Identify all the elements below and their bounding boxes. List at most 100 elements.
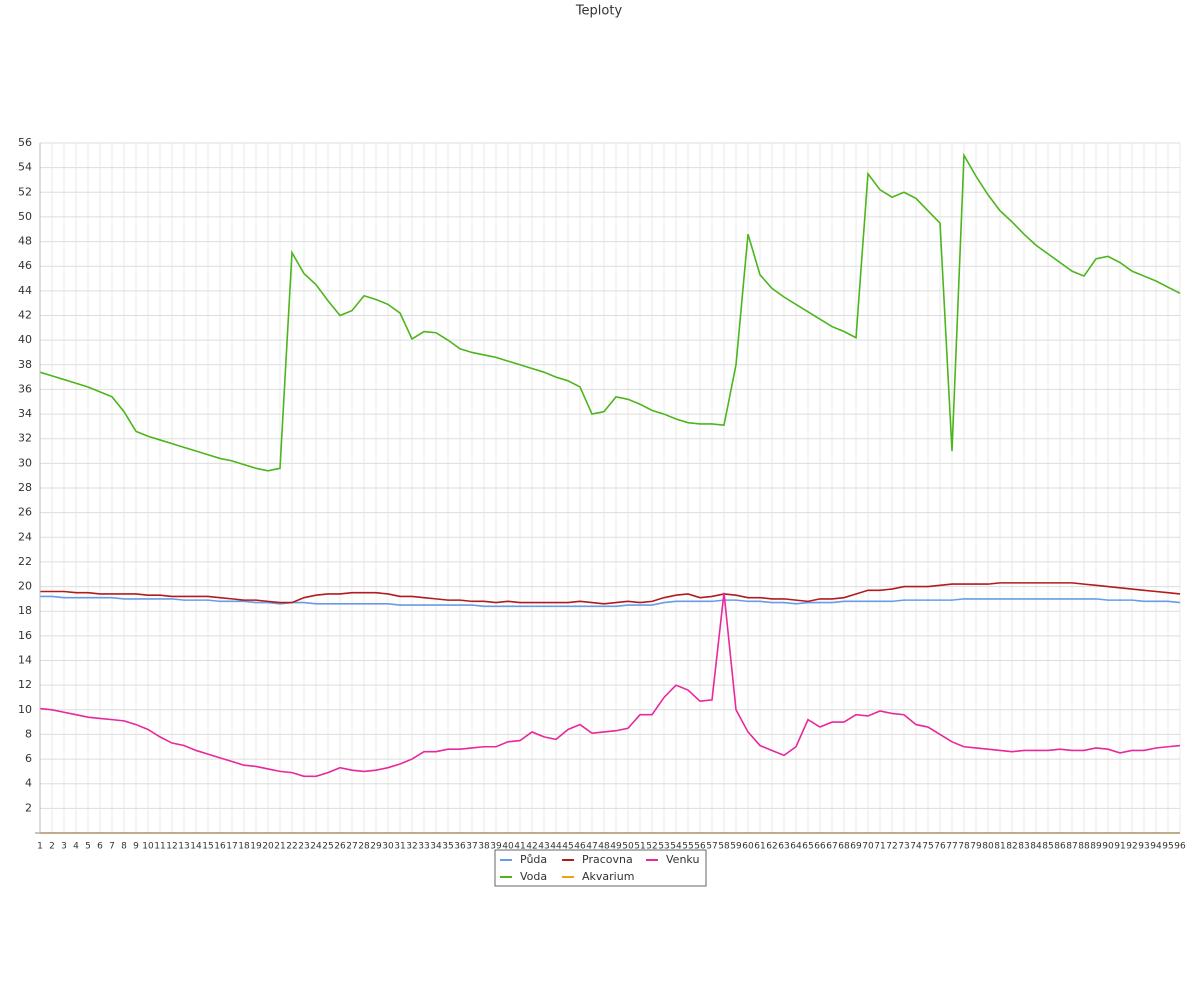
y-tick-label: 10 (18, 703, 32, 716)
x-tick-label: 41 (514, 842, 525, 852)
x-tick-label: 63 (778, 842, 789, 852)
x-tick-label: 55 (682, 842, 693, 852)
y-tick-label: 12 (18, 678, 32, 691)
x-tick-label: 80 (982, 842, 994, 852)
x-tick-label: 78 (958, 842, 970, 852)
x-tick-label: 3 (61, 842, 67, 852)
x-tick-label: 49 (610, 842, 622, 852)
y-tick-label: 28 (18, 481, 32, 494)
x-tick-label: 74 (910, 842, 922, 852)
x-tick-label: 85 (1042, 842, 1053, 852)
x-tick-label: 23 (298, 842, 309, 852)
x-tick-label: 67 (826, 842, 837, 852)
y-tick-label: 40 (18, 333, 32, 346)
y-tick-label: 30 (18, 456, 32, 469)
x-tick-label: 19 (250, 842, 262, 852)
x-tick-label: 44 (550, 842, 562, 852)
y-tick-label: 56 (18, 136, 32, 149)
x-tick-label: 88 (1078, 842, 1090, 852)
x-tick-label: 33 (418, 842, 429, 852)
x-tick-label: 81 (994, 842, 1005, 852)
x-tick-label: 52 (646, 842, 657, 852)
y-tick-label: 46 (18, 259, 32, 272)
legend-label: Akvarium (582, 870, 634, 883)
x-tick-label: 75 (922, 842, 933, 852)
x-tick-label: 39 (490, 842, 502, 852)
x-tick-label: 83 (1018, 842, 1029, 852)
x-tick-label: 59 (730, 842, 742, 852)
x-tick-label: 34 (430, 842, 442, 852)
y-tick-label: 50 (18, 210, 32, 223)
x-tick-label: 37 (466, 842, 477, 852)
legend-box (494, 849, 707, 887)
x-tick-label: 4 (73, 842, 79, 852)
x-tick-label: 87 (1066, 842, 1077, 852)
x-tick-label: 53 (658, 842, 669, 852)
y-tick-label: 44 (18, 284, 32, 297)
y-tick-label: 8 (25, 727, 32, 740)
y-tick-label: 20 (18, 580, 32, 593)
x-tick-label: 18 (238, 842, 250, 852)
x-tick-label: 38 (478, 842, 490, 852)
x-tick-label: 40 (502, 842, 514, 852)
x-tick-label: 69 (850, 842, 862, 852)
x-tick-label: 51 (634, 842, 645, 852)
x-tick-label: 2 (49, 842, 55, 852)
y-tick-label: 54 (18, 161, 32, 174)
x-tick-label: 64 (790, 842, 802, 852)
x-tick-label: 7 (109, 842, 115, 852)
chart-title: Teploty (575, 4, 623, 19)
x-tick-label: 6 (97, 842, 103, 852)
x-tick-label: 24 (310, 842, 322, 852)
x-tick-label: 62 (766, 842, 777, 852)
x-tick-label: 20 (262, 842, 274, 852)
x-tick-label: 84 (1030, 842, 1042, 852)
x-tick-label: 42 (526, 842, 537, 852)
x-tick-label: 50 (622, 842, 634, 852)
y-tick-label: 6 (25, 752, 32, 765)
legend-label: Voda (520, 870, 547, 883)
x-tick-label: 79 (970, 842, 982, 852)
legend-label: Půda (520, 853, 547, 866)
y-tick-label: 38 (18, 358, 32, 371)
series-line (40, 582, 1181, 605)
x-tick-label: 13 (178, 842, 189, 852)
x-tick-label: 16 (214, 842, 226, 852)
x-tick-label: 27 (346, 842, 357, 852)
x-tick-label: 89 (1090, 842, 1102, 852)
x-tick-label: 46 (574, 842, 586, 852)
y-tick-label: 42 (18, 309, 32, 322)
y-tick-label: 2 (25, 801, 32, 814)
x-tick-label: 11 (154, 842, 165, 852)
x-tick-label: 15 (202, 842, 213, 852)
x-tick-label: 73 (898, 842, 909, 852)
x-tick-label: 45 (562, 842, 573, 852)
x-tick-label: 71 (874, 842, 885, 852)
x-tick-label: 76 (934, 842, 946, 852)
x-tick-label: 5 (85, 842, 91, 852)
x-tick-label: 58 (718, 842, 730, 852)
x-tick-label: 94 (1150, 842, 1162, 852)
x-tick-label: 25 (322, 842, 333, 852)
x-tick-label: 12 (166, 842, 177, 852)
x-tick-label: 29 (370, 842, 382, 852)
x-tick-label: 31 (394, 842, 405, 852)
x-tick-label: 8 (121, 842, 127, 852)
x-tick-label: 95 (1162, 842, 1173, 852)
x-tick-label: 48 (598, 842, 610, 852)
x-tick-label: 91 (1114, 842, 1125, 852)
x-tick-label: 35 (442, 842, 453, 852)
x-tick-label: 56 (694, 842, 706, 852)
x-tick-label: 22 (286, 842, 297, 852)
x-tick-label: 47 (586, 842, 597, 852)
series-line (39, 592, 1181, 778)
y-tick-label: 48 (18, 235, 32, 248)
y-tick-label: 18 (18, 604, 32, 617)
x-tick-label: 30 (382, 842, 394, 852)
series-line (39, 152, 1181, 472)
x-tick-label: 61 (754, 842, 765, 852)
x-tick-label: 54 (670, 842, 682, 852)
x-tick-label: 92 (1126, 842, 1137, 852)
x-tick-label: 1 (37, 842, 43, 852)
